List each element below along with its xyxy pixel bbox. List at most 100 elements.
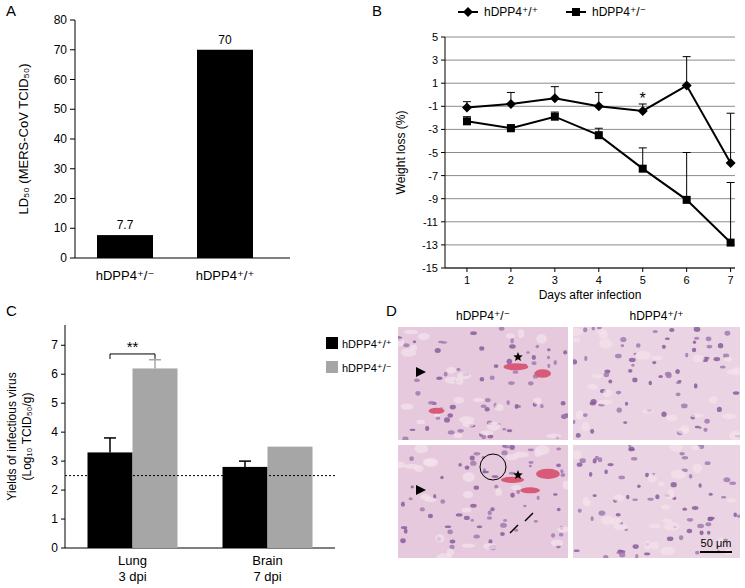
marker	[463, 117, 471, 125]
nucleus	[477, 526, 483, 529]
tissue-texture	[613, 494, 624, 501]
y-tick	[441, 129, 445, 130]
nucleus	[470, 461, 476, 466]
tissue-texture	[592, 374, 603, 378]
y-tick	[61, 461, 65, 462]
scale-bar	[700, 551, 732, 553]
y-tick-label: 4	[51, 425, 58, 439]
marker	[639, 165, 647, 173]
tissue-background	[398, 327, 568, 440]
y-tick	[70, 228, 75, 229]
nucleus	[725, 331, 731, 336]
tissue-texture	[660, 547, 675, 556]
x-tick	[642, 268, 643, 272]
nucleus	[682, 508, 687, 511]
y-tick	[441, 152, 445, 153]
nucleus	[708, 517, 715, 520]
y-tick	[70, 258, 75, 259]
nucleus	[616, 391, 621, 395]
nucleus	[501, 450, 507, 455]
bar	[133, 368, 178, 548]
category-label: hDPP4⁺/⁻	[96, 268, 155, 283]
x-tick-label: 4	[596, 274, 602, 286]
nucleus	[529, 465, 532, 468]
nucleus	[479, 346, 484, 350]
y-tick-label: 70	[54, 43, 68, 57]
tissue-texture	[495, 404, 504, 411]
nucleus	[528, 448, 534, 451]
nucleus	[448, 430, 455, 434]
marker	[462, 102, 472, 112]
y-axis-label: LD₅₀ (MERS-CoV TCID₅₀)	[16, 63, 31, 214]
micrograph	[398, 445, 568, 558]
error-stem	[730, 113, 731, 163]
bars	[65, 360, 335, 548]
nucleus	[697, 524, 704, 528]
nucleus	[706, 336, 712, 341]
nucleus	[409, 497, 413, 500]
tissue-texture	[418, 333, 430, 340]
x-tick-label: 2	[508, 274, 514, 286]
nucleus	[553, 493, 558, 495]
x-tick	[598, 268, 599, 272]
tissue-texture	[454, 397, 465, 404]
category-label: hDPP4⁺/⁺	[196, 268, 255, 283]
nucleus	[537, 496, 540, 500]
nucleus	[620, 337, 626, 342]
tissue-texture	[576, 411, 583, 420]
tissue-texture	[603, 389, 613, 397]
nucleus	[598, 510, 605, 515]
y-tick-label: -7	[428, 170, 438, 182]
tissue-texture	[729, 431, 740, 440]
nucleus	[729, 482, 736, 485]
nucleus	[494, 364, 499, 368]
tissue-texture	[666, 415, 678, 422]
tissue-texture	[473, 398, 484, 402]
grid-line	[445, 268, 735, 269]
nucleus	[592, 327, 595, 331]
tissue-texture	[546, 433, 562, 438]
grid-line	[445, 37, 735, 38]
y-tick	[441, 106, 445, 107]
nucleus	[583, 413, 588, 417]
nucleus	[679, 535, 683, 540]
tissue-texture	[535, 449, 542, 457]
nucleus	[470, 455, 475, 460]
error-stem	[154, 360, 156, 369]
y-tick	[441, 198, 445, 199]
tissue-texture	[692, 355, 705, 363]
nucleus	[547, 364, 550, 368]
y-axis	[445, 37, 446, 268]
nucleus	[632, 378, 637, 383]
error-cap	[727, 113, 735, 114]
nucleus	[510, 493, 515, 498]
tissue-texture	[404, 464, 419, 469]
y-tick-label: 20	[54, 192, 68, 206]
tissue-texture	[416, 420, 425, 424]
y-tick-label: 10	[54, 221, 68, 235]
tissue-texture	[664, 493, 675, 499]
nucleus	[506, 400, 510, 405]
figure: A01020304050607080LD₅₀ (MERS-CoV TCID₅₀)…	[0, 0, 745, 588]
marker	[638, 106, 648, 116]
nucleus	[513, 371, 519, 374]
series-line	[467, 117, 731, 243]
x-tick-label: 1	[464, 274, 470, 286]
nucleus	[507, 429, 513, 432]
bar	[197, 50, 253, 258]
nucleus	[415, 391, 420, 396]
category-label-line: Brain	[252, 553, 282, 568]
nucleus	[619, 552, 625, 557]
nucleus	[576, 433, 581, 438]
error-cap	[727, 182, 735, 183]
nucleus	[560, 469, 563, 473]
y-tick	[441, 37, 445, 38]
tissue-texture	[671, 470, 686, 479]
nucleus	[720, 365, 726, 368]
nucleus	[626, 495, 629, 499]
category-label-line: 3 dpi	[118, 569, 146, 584]
bar	[268, 447, 313, 548]
nucleus	[502, 428, 506, 431]
y-tick	[61, 374, 65, 375]
tissue-background	[398, 445, 568, 558]
